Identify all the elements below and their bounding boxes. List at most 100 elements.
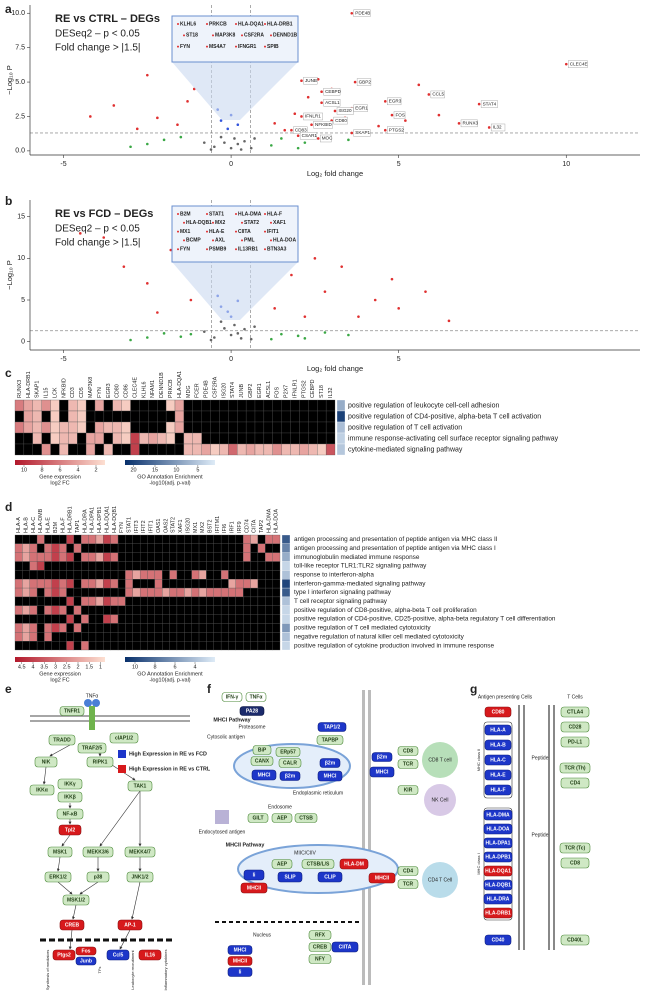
heatmap-cell bbox=[157, 432, 167, 445]
point bbox=[316, 137, 320, 140]
node-label: TFs bbox=[97, 967, 102, 974]
heatmap-cell bbox=[198, 641, 207, 651]
heatmap-cell bbox=[265, 543, 273, 553]
heatmap-cell bbox=[154, 614, 163, 624]
heatmap-cell bbox=[257, 605, 266, 615]
heatmap-cell bbox=[36, 623, 45, 633]
heatmap-cell bbox=[176, 596, 185, 606]
heatmap-cell bbox=[219, 410, 229, 423]
heatmap-cell bbox=[165, 410, 176, 423]
heatmap-cell bbox=[81, 570, 89, 580]
point bbox=[300, 115, 303, 118]
heatmap-cell bbox=[59, 534, 67, 544]
term-label: toll-like receptor TLR1:TLR2 signaling p… bbox=[294, 563, 427, 570]
inset-point bbox=[212, 239, 214, 242]
gene-label: IL32 bbox=[493, 125, 502, 130]
heatmap-cell bbox=[243, 543, 251, 553]
node-box bbox=[58, 824, 82, 836]
heatmap-cell bbox=[147, 641, 156, 651]
plot-method: DESeq2 – p < 0.05 bbox=[55, 29, 140, 40]
heatmap-cell bbox=[66, 632, 75, 642]
inset-point bbox=[241, 34, 243, 37]
node-box bbox=[484, 784, 512, 796]
heatmap-cell bbox=[154, 605, 163, 615]
point bbox=[427, 93, 431, 96]
term-label: negative regulation of natural killer ce… bbox=[294, 633, 465, 640]
gene-label: IFIT2 bbox=[141, 520, 147, 533]
point bbox=[270, 144, 273, 147]
point bbox=[189, 332, 193, 336]
node-label: β2m bbox=[377, 755, 388, 761]
inset-point bbox=[264, 248, 266, 251]
heatmap-cell bbox=[68, 410, 78, 423]
inset-point bbox=[206, 213, 208, 215]
heatmap-cell bbox=[250, 570, 259, 580]
node-box bbox=[339, 858, 369, 870]
heatmap-cell bbox=[191, 641, 200, 651]
heatmap-cell bbox=[51, 543, 60, 553]
heatmap-cell bbox=[14, 421, 25, 434]
heatmap-cell bbox=[213, 623, 222, 633]
gene-label-box bbox=[353, 9, 371, 17]
y-tick-label: 10.0 bbox=[11, 10, 25, 17]
heatmap-cell bbox=[73, 570, 82, 580]
heatmap-cell bbox=[139, 579, 148, 589]
legend-tick-label: 6 bbox=[58, 467, 61, 473]
point bbox=[390, 113, 394, 117]
term-label: immune response-activating cell surface … bbox=[348, 435, 559, 442]
heatmap-cell bbox=[219, 421, 229, 434]
node-box bbox=[278, 758, 302, 768]
heatmap-cell bbox=[228, 432, 238, 445]
heatmap-cell bbox=[103, 561, 111, 571]
node-label: AEP bbox=[277, 862, 288, 868]
gene-label: CD3 bbox=[70, 387, 76, 398]
heatmap-cell bbox=[290, 432, 300, 445]
heatmap-cell bbox=[66, 641, 75, 651]
inset-point bbox=[183, 221, 185, 224]
heatmap-cell bbox=[250, 623, 259, 633]
x-tick-label: -5 bbox=[60, 356, 66, 363]
heatmap-cell bbox=[174, 443, 185, 456]
point bbox=[239, 337, 243, 340]
heatmap-cell bbox=[263, 410, 273, 423]
heatmap-cell bbox=[73, 596, 82, 606]
heatmap-cell bbox=[22, 587, 30, 598]
heatmap-cell bbox=[257, 587, 266, 598]
heatmap-cell bbox=[191, 605, 200, 615]
heatmap-cell bbox=[265, 632, 273, 642]
heatmap-cell bbox=[325, 421, 336, 434]
heatmap-cell bbox=[125, 641, 133, 651]
heatmap-cell bbox=[14, 399, 25, 412]
inset-point bbox=[235, 23, 237, 25]
node-label: Peptide bbox=[532, 832, 549, 838]
node-label: MEKK3/6 bbox=[87, 850, 109, 856]
heatmap-cell bbox=[213, 534, 222, 544]
node-box bbox=[559, 842, 591, 854]
heatmap-cell bbox=[176, 623, 185, 633]
heatmap-cell bbox=[201, 421, 211, 434]
x-tick-label: -5 bbox=[60, 161, 66, 168]
heatmap-cell bbox=[308, 410, 318, 423]
heatmap-cell bbox=[183, 432, 193, 445]
heatmap-cell bbox=[148, 443, 158, 456]
legend-tick-label: 8 bbox=[40, 467, 43, 473]
legend-tick-label: 6 bbox=[173, 664, 176, 670]
heatmap-cell bbox=[14, 632, 23, 642]
heatmap-cell bbox=[73, 561, 82, 571]
node-label: MHCII bbox=[233, 959, 248, 965]
heatmap-cell bbox=[14, 410, 25, 423]
inset-label: HLA-DRB1 bbox=[267, 21, 293, 27]
heatmap-cell bbox=[184, 596, 192, 606]
gene-label-box bbox=[353, 129, 371, 137]
heatmap-cell bbox=[162, 605, 170, 615]
heatmap-cell bbox=[213, 570, 222, 580]
heatmap-cell bbox=[139, 399, 149, 412]
heatmap-cell bbox=[117, 561, 126, 571]
gene-label: ISG20 bbox=[185, 518, 191, 533]
point bbox=[202, 141, 206, 144]
legend-title: Gene expression bbox=[39, 474, 81, 480]
term-label: antigen processing and presentation of p… bbox=[294, 536, 498, 543]
node-box bbox=[560, 857, 590, 869]
x-axis-label: Log₂ fold change bbox=[307, 364, 363, 373]
point bbox=[146, 336, 149, 339]
